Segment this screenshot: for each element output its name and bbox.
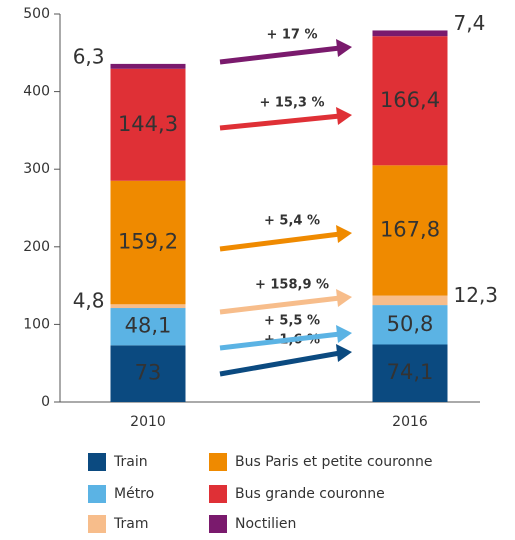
growth-label: + 15,3 % <box>259 96 324 111</box>
legend-swatch <box>209 453 227 471</box>
legend-swatch <box>209 515 227 533</box>
legend-swatch <box>209 485 227 503</box>
arrow-head <box>336 39 352 57</box>
y-tick-label: 300 <box>23 161 50 177</box>
bar-segment <box>110 63 186 69</box>
data-label: 4,8 <box>73 289 105 313</box>
legend-swatch <box>88 485 106 503</box>
y-tick-label: 100 <box>23 316 50 332</box>
growth-arrow <box>219 45 341 65</box>
bar-segment <box>110 180 186 305</box>
bar-segment <box>372 344 448 402</box>
bar-segment <box>372 295 448 306</box>
legend-label: Noctilien <box>235 516 296 532</box>
y-tick-label: 200 <box>23 239 50 255</box>
growth-label: + 17 % <box>266 28 317 43</box>
data-label: 50,8 <box>387 312 434 336</box>
legend-label: Train <box>113 454 148 470</box>
x-tick-label: 2010 <box>130 414 166 430</box>
bar-segment <box>372 30 448 37</box>
data-label: 166,4 <box>380 88 440 112</box>
arrow-head <box>336 325 352 343</box>
growth-arrow <box>219 295 341 315</box>
y-tick-label: 0 <box>41 394 50 410</box>
bar-segment <box>372 36 448 166</box>
arrow-head <box>336 344 352 362</box>
bar-segment <box>372 165 448 296</box>
y-tick-label: 500 <box>23 6 50 22</box>
bar-segment <box>110 345 186 402</box>
data-label: 12,3 <box>454 283 499 307</box>
data-label: 73 <box>135 361 162 385</box>
legend-label: Bus Paris et petite couronne <box>235 454 433 470</box>
y-tick-label: 400 <box>23 84 50 100</box>
data-label: 48,1 <box>125 314 172 338</box>
arrow-head <box>336 107 352 125</box>
growth-label: + 5,5 % <box>264 314 320 329</box>
bar-segment <box>110 308 186 346</box>
growth-arrow <box>219 113 341 131</box>
growth-label: + 5,4 % <box>264 214 320 229</box>
growth-arrow <box>219 231 341 252</box>
arrow-head <box>336 289 352 307</box>
data-label: 7,4 <box>454 11 486 35</box>
legend-label: Tram <box>113 516 148 532</box>
data-label: 144,3 <box>118 112 178 136</box>
growth-arrow <box>219 331 341 351</box>
data-label: 167,8 <box>380 217 440 241</box>
legend-swatch <box>88 453 106 471</box>
arrow-head <box>336 225 352 243</box>
legend-swatch <box>88 515 106 533</box>
legend-label: Métro <box>114 486 154 502</box>
growth-arrow <box>219 350 341 377</box>
bar-segment <box>110 304 186 309</box>
data-label: 74,1 <box>387 360 434 384</box>
x-tick-label: 2016 <box>392 414 428 430</box>
bar-segment <box>110 68 186 181</box>
data-label: 6,3 <box>73 44 105 68</box>
growth-label: + 158,9 % <box>255 278 329 293</box>
bar-segment <box>372 305 448 345</box>
legend-label: Bus grande couronne <box>235 486 385 502</box>
data-label: 159,2 <box>118 230 178 254</box>
